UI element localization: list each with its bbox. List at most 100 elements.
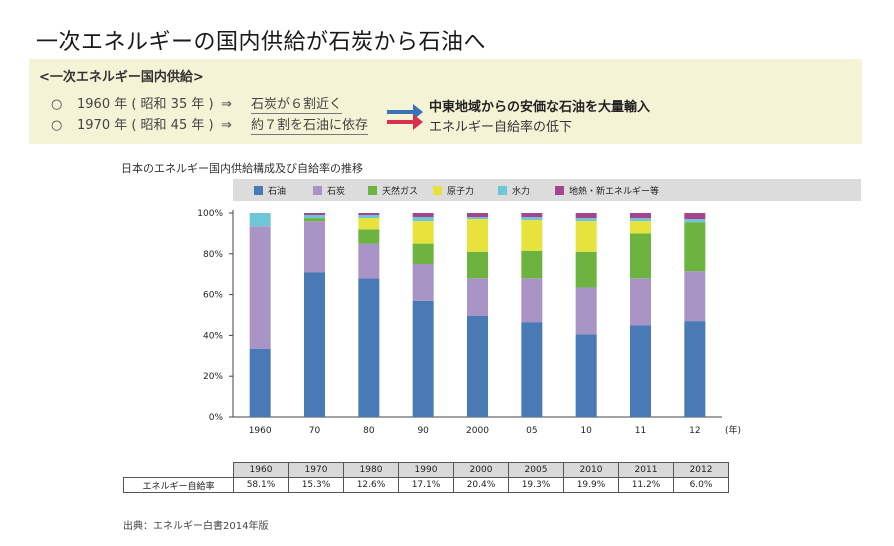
x-tick-label: 2000: [466, 426, 489, 436]
bar-segment: [684, 222, 706, 272]
legend-label: 天然ガス: [382, 187, 419, 197]
x-tick-label: 12: [689, 426, 700, 436]
bar-segment: [467, 219, 488, 252]
bar-segment: [467, 251, 488, 279]
summary-heading: <一次エネルギー国内供給>: [39, 70, 204, 85]
bar-segment: [412, 243, 434, 264]
bar-segment: [304, 221, 325, 273]
bar-segment: [467, 217, 488, 220]
bar-segment: [684, 321, 706, 417]
table-corner: [123, 462, 234, 478]
table-year-cell: 2011: [618, 462, 674, 478]
x-tick-label: 90: [417, 426, 429, 436]
x-tick-label: 80: [363, 426, 375, 436]
bar-segment: [249, 348, 271, 417]
bar-segment: [304, 272, 325, 417]
bar-segment: [575, 251, 597, 288]
consequence-arrows-icon: [387, 104, 423, 130]
bar-segment: [249, 226, 271, 349]
table-row-label: エネルギー自給率: [123, 477, 234, 493]
x-tick-label: 11: [635, 426, 646, 436]
bar-segment: [467, 213, 488, 218]
bar-segment: [575, 221, 597, 252]
legend-swatch-hydro: [498, 186, 507, 195]
table-value-cell: 19.9%: [563, 477, 619, 493]
bar-segment: [412, 217, 434, 222]
bullet-icon: ○: [51, 97, 63, 112]
y-tick-label: 0%: [209, 413, 224, 423]
bar-segment: [521, 322, 543, 417]
table-header-row: 1960 1970 1980 1990 2000 2005 2010 2011 …: [123, 462, 729, 478]
x-tick-label: 70: [309, 426, 321, 436]
table-year-cell: 1990: [398, 462, 454, 478]
table-value-cell: 17.1%: [398, 477, 454, 493]
bar-segment: [521, 220, 543, 251]
chart-legend: 石油 石炭 天然ガス 原子力 水力 地熱・新エネルギー等: [233, 179, 861, 201]
bar-segment: [575, 213, 597, 219]
table-year-cell: 1970: [288, 462, 344, 478]
legend-item-nuclear: 原子力: [433, 184, 474, 197]
bar-segment: [358, 213, 380, 216]
y-tick-label: 80%: [203, 250, 223, 260]
bar-segment: [412, 264, 434, 301]
bar-segment: [630, 218, 651, 222]
bar-segment: [304, 218, 325, 222]
bar-segment: [358, 243, 380, 279]
legend-item-hydro: 水力: [498, 184, 530, 197]
bar-segment: [521, 217, 543, 221]
legend-label: 石油: [268, 187, 287, 197]
summary-year: 1960 年 ( 昭和 35 年 ): [77, 97, 214, 112]
table-value-cell: 58.1%: [233, 477, 289, 493]
y-tick-label: 40%: [203, 331, 223, 341]
y-tick-label: 100%: [197, 209, 223, 219]
table-year-cell: 2010: [563, 462, 619, 478]
bar-segment: [358, 278, 380, 417]
summary-note: 石炭が６割近く: [251, 97, 343, 114]
legend-item-geothermal-new: 地熱・新エネルギー等: [555, 184, 659, 197]
bar-segment: [467, 316, 488, 417]
x-axis-unit-label: (年): [725, 424, 741, 436]
self-sufficiency-table: 1960 1970 1980 1990 2000 2005 2010 2011 …: [123, 462, 729, 493]
table-value-cell: 15.3%: [288, 477, 344, 493]
table-value-cell: 20.4%: [453, 477, 509, 493]
bar-segment: [521, 278, 543, 323]
legend-label: 石炭: [327, 187, 346, 197]
bar-segment: [412, 221, 434, 244]
bar-segment: [304, 213, 325, 216]
bar-segment: [304, 215, 325, 219]
x-tick-label: 1960: [249, 426, 272, 436]
bar-segment: [521, 213, 543, 218]
summary-box: <一次エネルギー国内供給> ○ 1960 年 ( 昭和 35 年 ) ⇒ 石炭が６割近…: [29, 59, 862, 144]
bar-segment: [249, 213, 271, 227]
page-title: 一次エネルギーの国内供給が石炭から石油へ: [36, 30, 487, 55]
bar-segment: [575, 218, 597, 222]
y-tick-label: 60%: [203, 291, 223, 301]
consequence-sub: エネルギー自給率の低下: [429, 120, 573, 135]
bar-segment: [575, 287, 597, 335]
bar-segment: [684, 213, 706, 220]
bar-segment: [575, 334, 597, 417]
consequence-main: 中東地域からの安価な石油を大量輸入: [429, 100, 651, 115]
bar-segment: [684, 219, 706, 223]
y-tick-label: 20%: [203, 372, 223, 382]
bar-segment: [630, 213, 651, 219]
table-year-cell: 2000: [453, 462, 509, 478]
legend-swatch-coal: [313, 186, 322, 195]
bar-segment: [630, 233, 651, 279]
bar-segment: [521, 250, 543, 279]
legend-label: 水力: [512, 187, 531, 197]
legend-item-oil: 石油: [254, 184, 286, 197]
summary-note: 約７割を石油に依存: [251, 118, 369, 135]
bar-segment: [358, 215, 380, 219]
legend-item-natural-gas: 天然ガス: [368, 184, 418, 197]
summary-row-1970: ○ 1970 年 ( 昭和 45 年 ) ⇒ 約７割を石油に依存: [51, 114, 369, 135]
bar-segment: [467, 278, 488, 317]
summary-year: 1970 年 ( 昭和 45 年 ): [77, 118, 214, 133]
bar-segment: [412, 300, 434, 417]
legend-swatch-oil: [254, 186, 263, 195]
summary-row-1960: ○ 1960 年 ( 昭和 35 年 ) ⇒ 石炭が６割近く: [51, 93, 343, 114]
implies-arrow-icon: ⇒: [221, 118, 232, 133]
chart-title: 日本のエネルギー国内供給構成及び自給率の推移: [121, 162, 363, 175]
legend-item-coal: 石炭: [313, 184, 345, 197]
